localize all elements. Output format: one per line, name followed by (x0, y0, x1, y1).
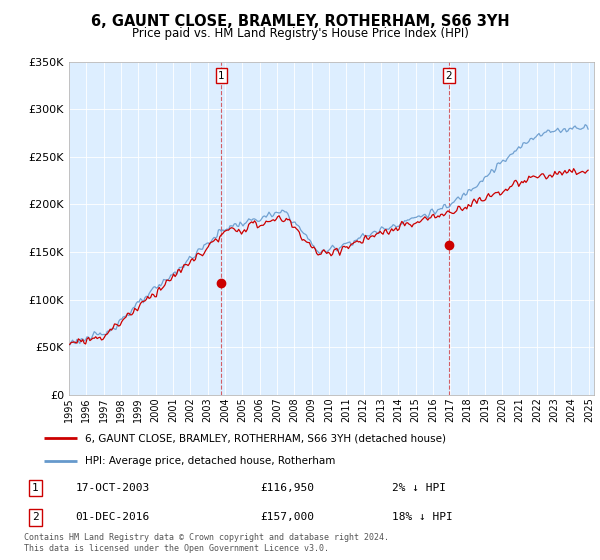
Text: 01-DEC-2016: 01-DEC-2016 (76, 512, 150, 522)
Text: 18% ↓ HPI: 18% ↓ HPI (392, 512, 453, 522)
Text: 6, GAUNT CLOSE, BRAMLEY, ROTHERHAM, S66 3YH: 6, GAUNT CLOSE, BRAMLEY, ROTHERHAM, S66 … (91, 14, 509, 29)
Text: £157,000: £157,000 (260, 512, 314, 522)
Text: 1: 1 (218, 71, 225, 81)
Text: 6, GAUNT CLOSE, BRAMLEY, ROTHERHAM, S66 3YH (detached house): 6, GAUNT CLOSE, BRAMLEY, ROTHERHAM, S66 … (85, 433, 446, 444)
Text: £116,950: £116,950 (260, 483, 314, 493)
Text: 2: 2 (445, 71, 452, 81)
Text: 17-OCT-2003: 17-OCT-2003 (76, 483, 150, 493)
Text: Price paid vs. HM Land Registry's House Price Index (HPI): Price paid vs. HM Land Registry's House … (131, 27, 469, 40)
Text: 1: 1 (32, 483, 38, 493)
Text: 2% ↓ HPI: 2% ↓ HPI (392, 483, 446, 493)
Text: HPI: Average price, detached house, Rotherham: HPI: Average price, detached house, Roth… (85, 456, 335, 466)
Text: 2: 2 (32, 512, 38, 522)
Text: Contains HM Land Registry data © Crown copyright and database right 2024.
This d: Contains HM Land Registry data © Crown c… (24, 533, 389, 553)
